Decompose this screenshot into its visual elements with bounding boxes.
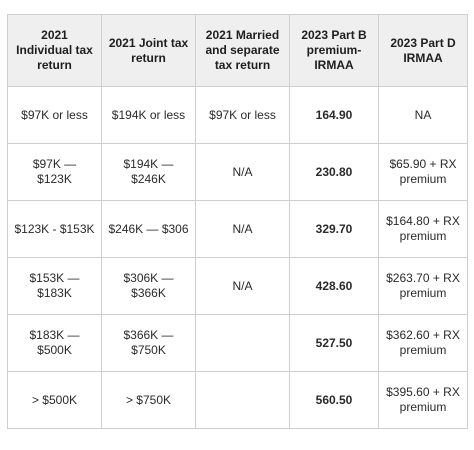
cell-individual: $153K — $183K bbox=[7, 257, 102, 315]
cell-married-separate: N/A bbox=[195, 143, 290, 201]
cell-joint: $306K — $366K bbox=[101, 257, 196, 315]
cell-part-d: $362.60 + RX premium bbox=[378, 314, 468, 372]
cell-part-d: $263.70 + RX premium bbox=[378, 257, 468, 315]
header-married-separate: 2021 Married and separate tax return bbox=[195, 14, 290, 87]
table-row: $123K - $153K $246K — $306 N/A 329.70 $1… bbox=[7, 200, 468, 258]
header-part-b: 2023 Part B premium-IRMAA bbox=[289, 14, 379, 87]
cell-part-b: 329.70 bbox=[289, 200, 379, 258]
cell-individual: $97K or less bbox=[7, 86, 102, 144]
cell-part-b: 560.50 bbox=[289, 371, 379, 429]
table-row: $153K — $183K $306K — $366K N/A 428.60 $… bbox=[7, 257, 468, 315]
cell-joint: $194K — $246K bbox=[101, 143, 196, 201]
cell-married-separate: N/A bbox=[195, 257, 290, 315]
header-individual: 2021 Individual tax return bbox=[7, 14, 102, 87]
cell-individual: > $500K bbox=[7, 371, 102, 429]
table-row: $97K or less $194K or less $97K or less … bbox=[7, 86, 468, 144]
cell-joint: $194K or less bbox=[101, 86, 196, 144]
cell-married-separate: $97K or less bbox=[195, 86, 290, 144]
cell-part-b: 164.90 bbox=[289, 86, 379, 144]
cell-joint: > $750K bbox=[101, 371, 196, 429]
cell-part-d: NA bbox=[378, 86, 468, 144]
header-row: 2021 Individual tax return 2021 Joint ta… bbox=[7, 14, 468, 87]
cell-individual: $97K — $123K bbox=[7, 143, 102, 201]
cell-married-separate: N/A bbox=[195, 200, 290, 258]
table-row: $97K — $123K $194K — $246K N/A 230.80 $6… bbox=[7, 143, 468, 201]
cell-part-d: $164.80 + RX premium bbox=[378, 200, 468, 258]
cell-part-b: 527.50 bbox=[289, 314, 379, 372]
cell-joint: $246K — $306 bbox=[101, 200, 196, 258]
header-joint: 2021 Joint tax return bbox=[101, 14, 196, 87]
header-part-d: 2023 Part D IRMAA bbox=[378, 14, 468, 87]
cell-married-separate bbox=[195, 371, 290, 429]
table-row: > $500K > $750K 560.50 $395.60 + RX prem… bbox=[7, 371, 468, 429]
irmaa-table: 2021 Individual tax return 2021 Joint ta… bbox=[7, 14, 468, 429]
table-row: $183K — $500K $366K — $750K 527.50 $362.… bbox=[7, 314, 468, 372]
cell-individual: $183K — $500K bbox=[7, 314, 102, 372]
cell-part-b: 230.80 bbox=[289, 143, 379, 201]
cell-individual: $123K - $153K bbox=[7, 200, 102, 258]
irmaa-table-container: 2021 Individual tax return 2021 Joint ta… bbox=[7, 14, 468, 429]
cell-part-d: $395.60 + RX premium bbox=[378, 371, 468, 429]
cell-married-separate bbox=[195, 314, 290, 372]
cell-part-d: $65.90 + RX premium bbox=[378, 143, 468, 201]
cell-part-b: 428.60 bbox=[289, 257, 379, 315]
cell-joint: $366K — $750K bbox=[101, 314, 196, 372]
